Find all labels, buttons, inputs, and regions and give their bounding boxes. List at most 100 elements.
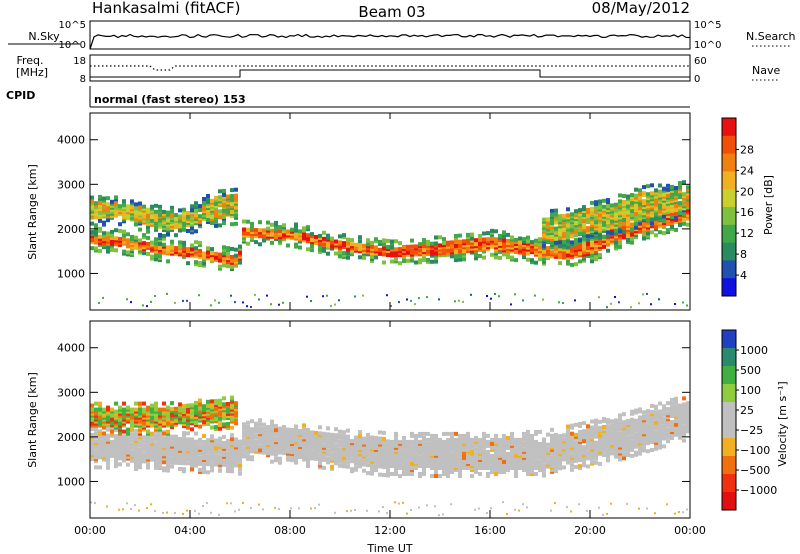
vel-cell <box>150 415 154 420</box>
vel-cell <box>610 502 612 505</box>
power-cell <box>610 231 614 236</box>
power-cell <box>554 250 558 255</box>
vel-cell <box>674 396 678 401</box>
vel-cell <box>222 412 226 417</box>
power-cell <box>150 300 152 303</box>
vel-cell <box>654 420 658 425</box>
date-title: 08/May/2012 <box>592 0 690 17</box>
vel-cell <box>618 421 622 426</box>
vel-cell <box>606 424 610 429</box>
power-cell <box>202 199 206 204</box>
power-cell <box>118 204 122 209</box>
vel-cell <box>630 427 634 432</box>
power-cell <box>582 231 586 236</box>
vel-cell <box>146 459 150 464</box>
power-cell <box>210 247 214 252</box>
power-cell <box>110 229 114 234</box>
vel-cell <box>678 403 682 408</box>
vel-cell <box>246 424 250 429</box>
power-cell <box>294 222 298 227</box>
vel-cell <box>382 506 384 508</box>
power-cell <box>670 225 674 229</box>
vel-cell <box>194 400 198 405</box>
vel-cell <box>90 501 92 504</box>
vel-cell <box>570 423 574 428</box>
power-cell <box>346 241 350 246</box>
vel-cell <box>410 466 414 470</box>
power-cell <box>554 246 558 251</box>
power-cell <box>222 208 226 213</box>
vel-cell <box>682 438 686 443</box>
vel-cell <box>222 396 226 401</box>
vel-cell <box>462 453 466 458</box>
power-cell <box>114 201 118 206</box>
power-cell <box>158 222 162 227</box>
vel-cell <box>318 503 320 506</box>
power-cell <box>222 245 226 250</box>
power-cell <box>546 254 550 259</box>
vel-cell <box>166 421 170 426</box>
power-cell <box>510 255 514 260</box>
power-cell <box>622 194 626 198</box>
vel-cell <box>210 442 214 447</box>
power-cell <box>554 240 558 245</box>
power-cell <box>182 207 186 212</box>
power-cell <box>322 246 326 251</box>
power-cell <box>130 235 134 239</box>
power-cell <box>374 255 378 260</box>
vel-cell <box>186 431 190 436</box>
power-cell <box>254 228 258 233</box>
power-cell <box>170 245 174 250</box>
power-colorbar-tick-label: 8 <box>740 248 747 261</box>
power-cell <box>426 239 430 244</box>
power-cell <box>666 193 670 198</box>
power-cell <box>242 219 246 224</box>
vel-cell <box>178 402 182 407</box>
vel-cell <box>154 405 158 410</box>
power-cell <box>258 228 262 233</box>
vel-cell <box>618 417 622 422</box>
power-cell <box>234 253 238 258</box>
power-cell <box>142 204 146 209</box>
vel-cell <box>522 431 526 436</box>
vel-cell <box>322 449 326 454</box>
vel-cell <box>286 449 290 454</box>
vel-cell <box>478 437 482 442</box>
power-cell <box>554 230 558 235</box>
power-cell <box>630 236 634 241</box>
vel-cell <box>634 450 638 455</box>
vel-cell <box>270 439 274 444</box>
velocity-scatter <box>90 395 690 517</box>
vel-cell <box>634 418 638 423</box>
vel-colorbar-swatch <box>722 330 736 349</box>
vel-cell <box>450 470 454 474</box>
power-cell <box>174 233 178 238</box>
vel-cell <box>606 420 610 425</box>
power-cell <box>590 200 594 205</box>
power-cell <box>458 257 462 262</box>
vel-cell <box>586 450 590 455</box>
power-cell <box>646 192 650 197</box>
power-cell <box>434 259 438 264</box>
vel-cell <box>562 433 566 438</box>
power-cell <box>178 208 182 213</box>
vel-cell <box>274 424 278 429</box>
power-cell <box>138 238 142 243</box>
power-cell <box>378 239 382 244</box>
power-cell <box>154 241 158 246</box>
power-cell <box>134 206 138 211</box>
vel-cell <box>522 435 526 440</box>
power-cell <box>594 206 598 211</box>
vel-cell <box>122 508 124 511</box>
vel-cell <box>318 439 322 444</box>
power-cell <box>122 233 126 238</box>
power-cell <box>382 242 386 247</box>
vel-cell <box>322 431 326 436</box>
vel-cell <box>474 447 478 452</box>
vel-cell <box>442 470 446 474</box>
power-cell <box>630 306 632 309</box>
vel-cell <box>126 502 128 505</box>
vel-cell <box>490 453 494 458</box>
vel-cell <box>462 433 466 438</box>
vel-cell <box>270 437 274 442</box>
